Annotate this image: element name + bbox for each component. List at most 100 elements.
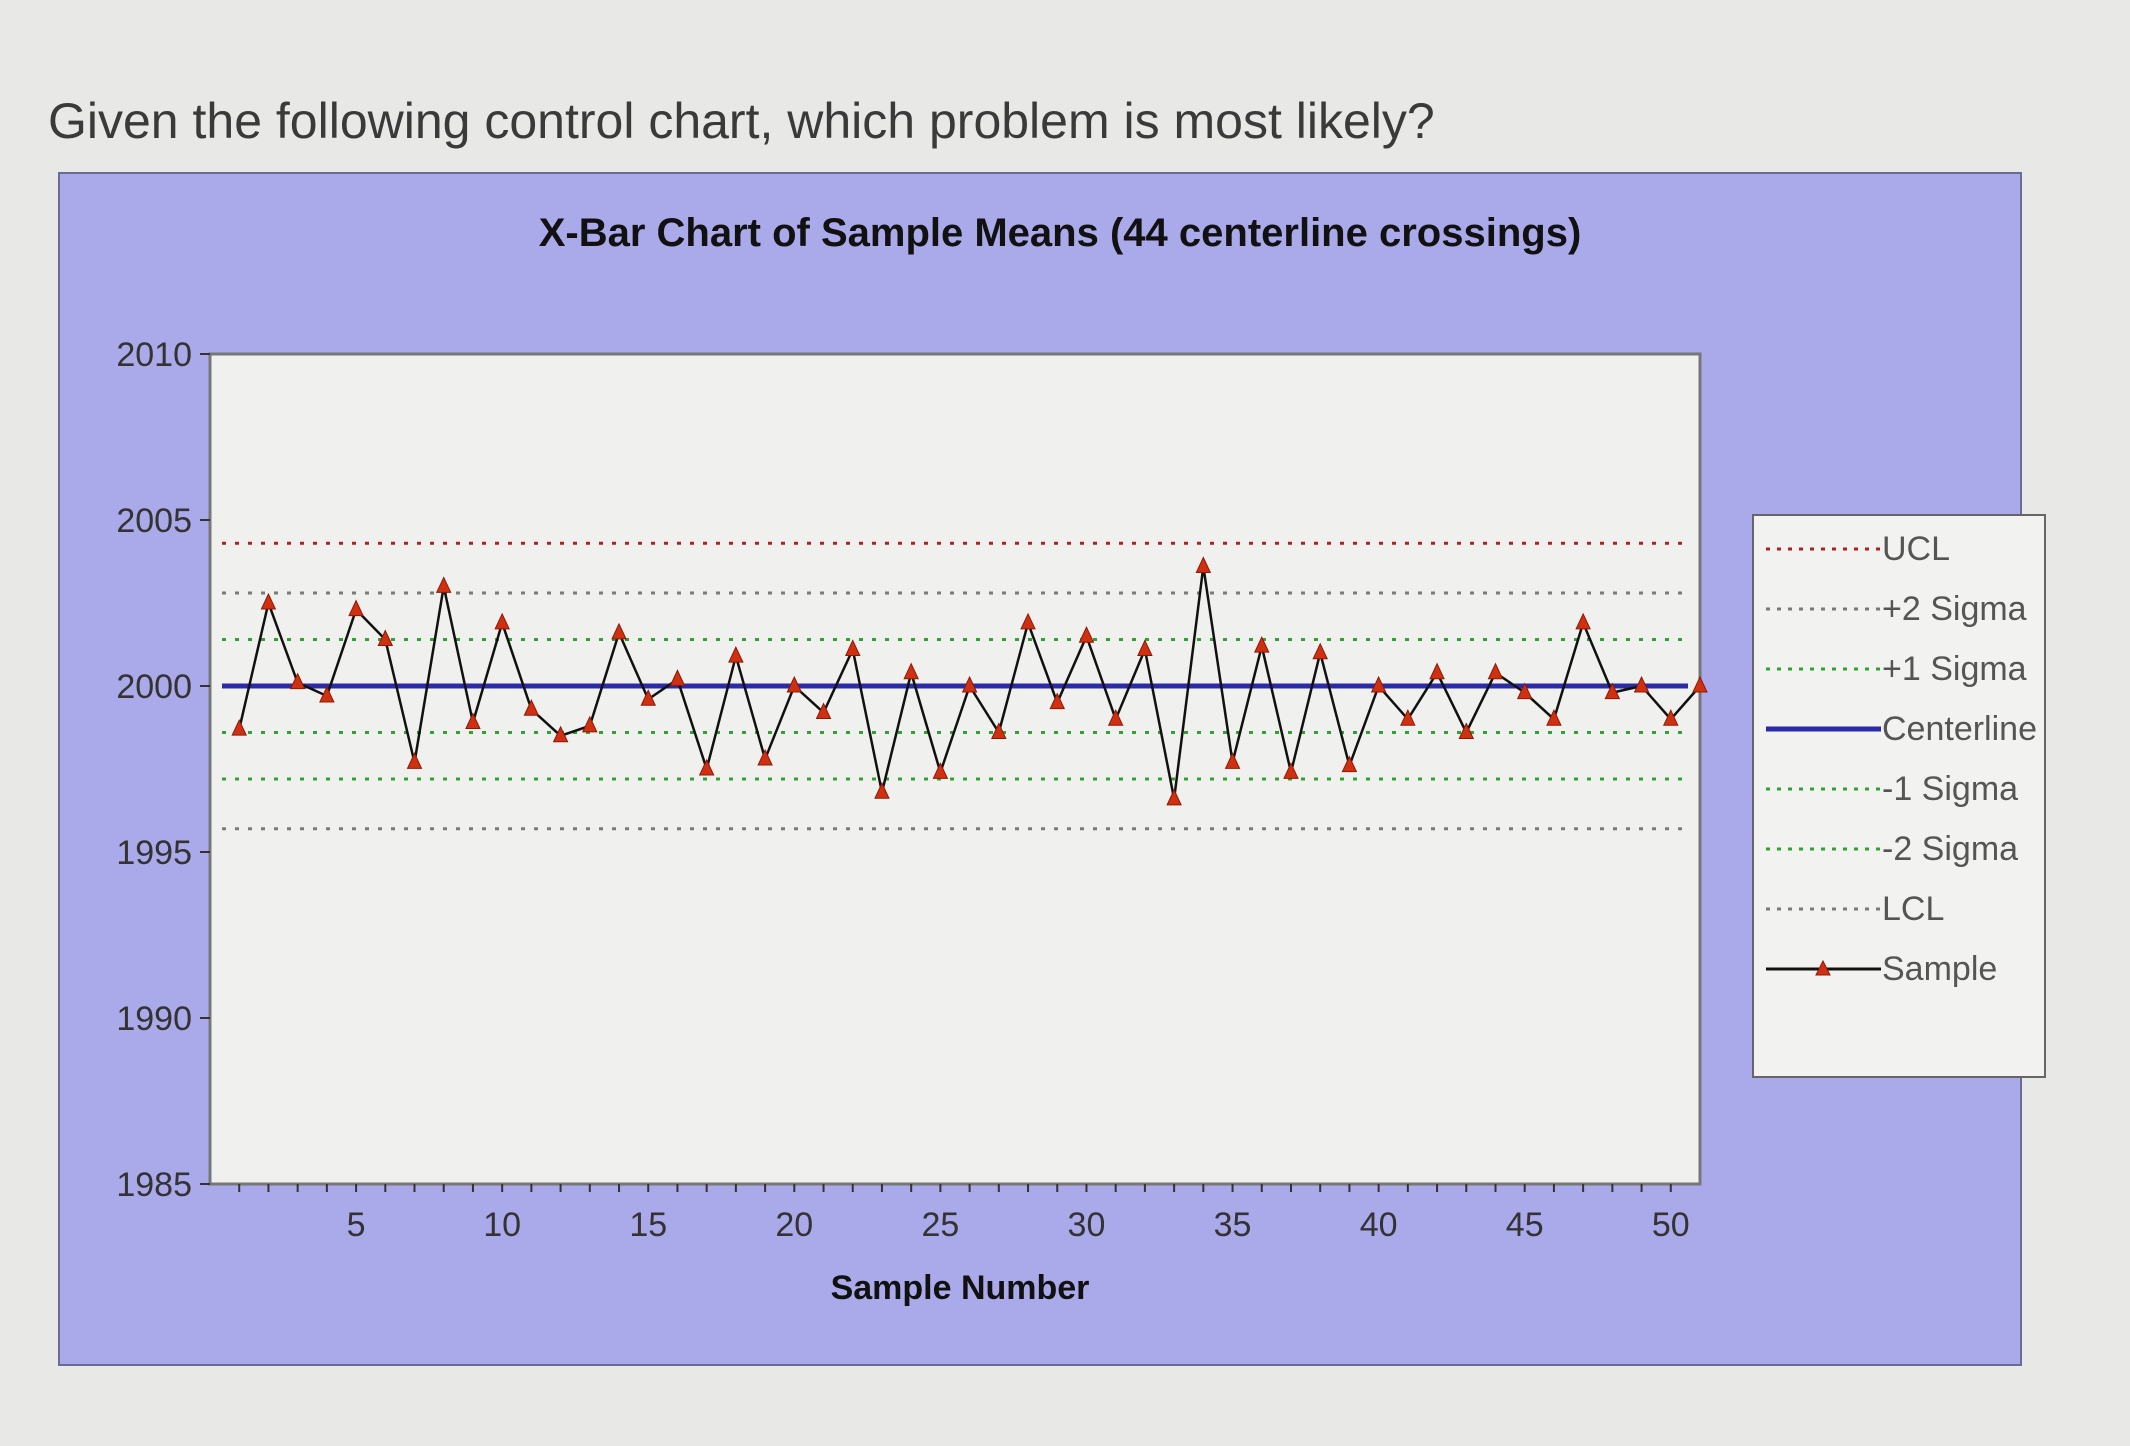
sample-point — [1516, 682, 1533, 700]
sample-point — [319, 685, 335, 703]
legend-item-sample: Sample — [1754, 944, 2044, 994]
legend-item-minus1-sigma: -1 Sigma — [1754, 764, 2044, 814]
sample-point — [289, 672, 306, 690]
sample-point — [1633, 675, 1650, 693]
sample-point — [669, 669, 686, 686]
sample-point — [786, 675, 803, 693]
x-tick-label: 25 — [921, 1206, 959, 1244]
legend-label-minus2-sigma: -2 Sigma — [1882, 830, 2019, 868]
sample-point — [844, 639, 861, 656]
sample-point — [1312, 642, 1328, 660]
legend-item-minus2-sigma: -2 Sigma — [1754, 824, 2044, 874]
y-axis: 1985 1990 1995 2000 2005 2010 — [116, 336, 210, 1204]
legend-item-lcl: LCL — [1754, 884, 2044, 934]
x-tick-label: 45 — [1506, 1206, 1544, 1244]
y-tick-label: 1990 — [116, 1000, 192, 1038]
plot-area — [208, 352, 1702, 1186]
x-tick-label: 35 — [1214, 1206, 1252, 1244]
sample-point — [757, 748, 773, 766]
sample-point — [1458, 722, 1475, 739]
x-tick-label: 10 — [483, 1206, 521, 1244]
sample-point — [260, 592, 277, 610]
legend-label-sample: Sample — [1882, 950, 1998, 988]
sample-point — [582, 715, 598, 733]
sample-point — [523, 699, 540, 716]
legend-swatch-plus2-sigma — [1766, 607, 1881, 611]
sample-point — [1341, 755, 1358, 773]
sample-point — [611, 622, 627, 640]
sample-point — [1429, 662, 1445, 680]
sample-point — [406, 752, 423, 769]
x-axis: 5 10 15 20 25 30 35 40 45 50 — [238, 1184, 1690, 1244]
sample-point — [1107, 709, 1124, 726]
sample-point — [903, 662, 919, 680]
sample-point — [552, 725, 569, 743]
sample-point — [435, 576, 452, 593]
legend-label-plus1-sigma: +1 Sigma — [1882, 650, 2027, 688]
sample-point — [1078, 626, 1095, 643]
sample-point — [932, 762, 949, 779]
sample-point — [961, 675, 978, 693]
legend-item-plus1-sigma: +1 Sigma — [1754, 644, 2044, 694]
sample-point — [1400, 709, 1416, 726]
legend-item-plus2-sigma: +2 Sigma — [1754, 584, 2044, 634]
sample-point — [1137, 639, 1153, 656]
legend-swatch-ucl — [1766, 547, 1881, 551]
y-tick-label: 2010 — [116, 336, 192, 374]
sample-point — [1546, 709, 1562, 726]
sample-point — [640, 689, 657, 706]
chart-legend: UCL +2 Sigma +1 Sigma Centerline -1 Sigm… — [1752, 514, 2046, 1078]
legend-swatch-centerline — [1766, 726, 1881, 732]
sample-point — [377, 629, 394, 647]
sample-series — [231, 556, 1708, 806]
sample-point — [991, 722, 1007, 739]
y-tick-label: 1985 — [116, 1166, 192, 1204]
x-tick-label: 40 — [1360, 1206, 1398, 1244]
sample-point — [1283, 762, 1299, 779]
x-tick-label: 50 — [1652, 1206, 1690, 1244]
legend-swatch-minus1-sigma — [1766, 787, 1881, 791]
legend-swatch-lcl — [1766, 907, 1881, 911]
y-tick-label: 1995 — [116, 834, 192, 872]
sample-point — [348, 599, 364, 617]
sample-point — [1253, 635, 1270, 653]
x-tick-label: 15 — [629, 1206, 667, 1244]
legend-item-centerline: Centerline — [1754, 704, 2044, 754]
legend-label-centerline: Centerline — [1882, 710, 2037, 748]
sample-point — [231, 718, 248, 736]
sample-point — [1604, 682, 1621, 700]
sample-point — [874, 782, 890, 799]
y-tick-label: 2005 — [116, 502, 192, 540]
legend-label-lcl: LCL — [1882, 890, 1945, 928]
sample-point — [1166, 788, 1182, 806]
control-chart: X-Bar Chart of Sample Means (44 centerli… — [116, 211, 1708, 1307]
x-tick-label: 20 — [775, 1206, 813, 1244]
sample-point — [1487, 662, 1504, 680]
x-tick-label: 5 — [347, 1206, 366, 1244]
sample-point — [1575, 612, 1591, 630]
sample-point — [1662, 709, 1679, 726]
legend-swatch-plus1-sigma — [1766, 667, 1881, 671]
sample-point — [728, 645, 744, 663]
sample-point — [1195, 556, 1212, 573]
chart-title: X-Bar Chart of Sample Means (44 centerli… — [539, 211, 1582, 255]
sample-point — [465, 712, 481, 730]
sample-point — [698, 758, 715, 776]
legend-swatch-minus2-sigma — [1766, 847, 1881, 851]
legend-item-ucl: UCL — [1754, 524, 2044, 574]
sample-point — [1224, 752, 1241, 769]
y-tick-label: 2000 — [116, 668, 192, 706]
sample-point — [1692, 675, 1708, 693]
x-tick-label: 30 — [1068, 1206, 1106, 1244]
sample-point — [1049, 692, 1066, 710]
legend-label-minus1-sigma: -1 Sigma — [1882, 770, 2019, 808]
legend-label-plus2-sigma: +2 Sigma — [1882, 590, 2027, 628]
chart-panel: X-Bar Chart of Sample Means (44 centerli… — [58, 172, 2046, 1366]
x-axis-label: Sample Number — [831, 1269, 1090, 1307]
legend-label-ucl: UCL — [1882, 530, 1951, 568]
legend-swatch-sample — [1766, 959, 1881, 976]
sample-point — [815, 702, 832, 720]
sample-point — [1020, 612, 1036, 630]
sample-point — [494, 612, 510, 630]
question-text: Given the following control chart, which… — [48, 93, 1435, 149]
